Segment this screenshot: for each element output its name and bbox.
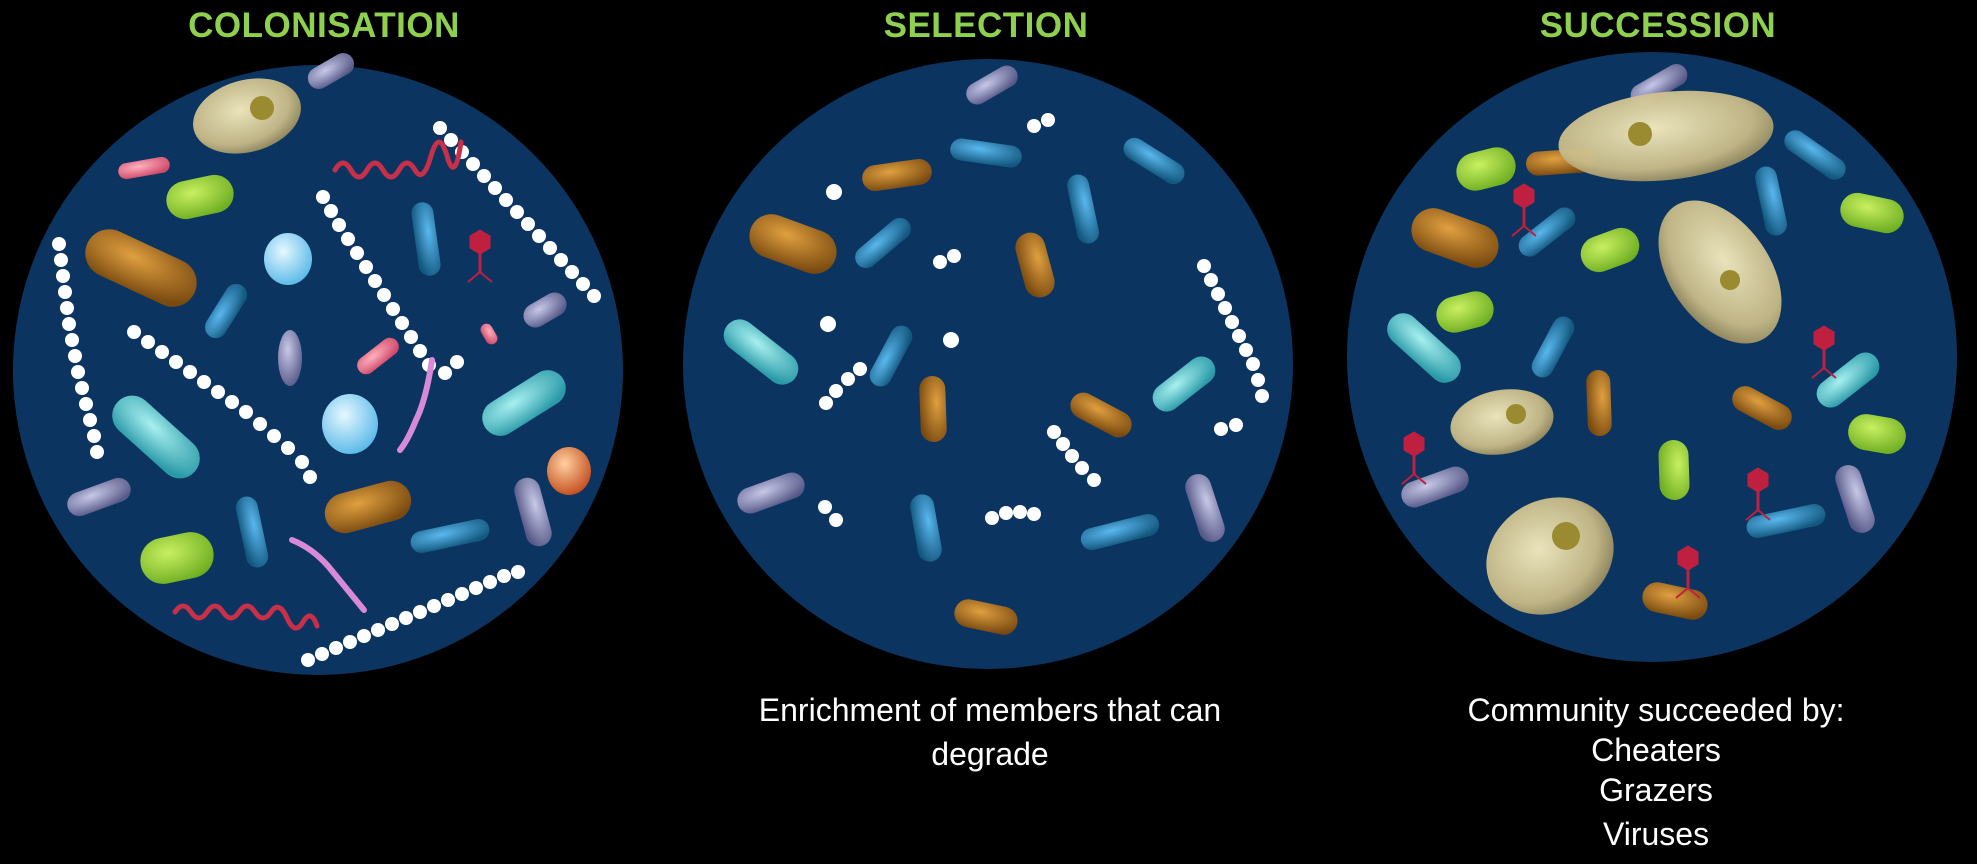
bacillus xyxy=(166,174,234,220)
spirillum xyxy=(172,603,320,631)
caption-line: degrade xyxy=(931,736,1049,772)
caption-line: Viruses xyxy=(1602,816,1710,852)
coccus-chain xyxy=(52,121,601,667)
spore xyxy=(547,447,591,495)
bacteriophage xyxy=(1811,325,1837,379)
bacillus xyxy=(1732,386,1792,430)
bacillus xyxy=(1387,313,1461,383)
caption-selection: Enrichment of members that can degrade xyxy=(680,690,1300,774)
bacillus xyxy=(1067,174,1099,244)
caption-line: Community succeeded by: xyxy=(1467,692,1845,728)
bacillus xyxy=(307,53,355,90)
coccus-chain xyxy=(818,113,1269,527)
bacillus xyxy=(1070,392,1132,438)
bacillus xyxy=(523,292,567,328)
protozoan xyxy=(1486,497,1614,615)
bacillus xyxy=(67,477,131,517)
bacillus xyxy=(1436,291,1494,333)
bacillus xyxy=(1123,137,1185,185)
bacteriophage xyxy=(1675,545,1701,599)
bacillus xyxy=(1518,207,1576,257)
bacillus xyxy=(950,138,1022,168)
bacillus xyxy=(954,599,1018,635)
caption-line: Enrichment of members that can xyxy=(758,692,1222,728)
bacillus xyxy=(855,217,911,269)
bacteriophage xyxy=(1745,467,1771,521)
bacillus xyxy=(118,156,170,180)
bacillus xyxy=(869,325,913,387)
bacillus xyxy=(1411,208,1499,268)
bacillus xyxy=(514,477,552,547)
bacillus xyxy=(1152,356,1216,412)
bacillus xyxy=(1755,166,1787,236)
bacillus xyxy=(749,214,837,274)
bacillus xyxy=(410,518,490,554)
bacillus xyxy=(480,323,498,345)
caption-line: Grazers xyxy=(1599,772,1713,808)
bacillus xyxy=(1835,465,1875,533)
coccus xyxy=(264,233,312,285)
protozoan xyxy=(1450,389,1554,455)
bacillus xyxy=(737,472,805,514)
bacillus xyxy=(1586,370,1612,436)
bacteriophage xyxy=(1401,431,1427,485)
coccus xyxy=(278,330,302,386)
bacillus xyxy=(1185,474,1225,542)
bacillus xyxy=(1784,130,1846,180)
bacillus xyxy=(411,202,441,276)
bacillus xyxy=(1746,503,1826,539)
dish-colonisation xyxy=(13,53,623,675)
bacillus xyxy=(1401,466,1469,508)
bacillus xyxy=(862,158,932,192)
bacillus xyxy=(1658,440,1690,500)
bacillus xyxy=(1840,192,1904,234)
bacillus xyxy=(482,370,566,436)
spirillum xyxy=(332,139,464,180)
bacillus xyxy=(324,480,412,534)
bacillus xyxy=(1456,147,1516,191)
title-colonisation: COLONISATION xyxy=(188,6,460,45)
bacillus xyxy=(910,494,942,562)
bacillus xyxy=(140,532,214,584)
title-succession: SUCCESSION xyxy=(1539,6,1777,45)
protozoan xyxy=(1658,200,1782,344)
spirillum xyxy=(397,357,435,453)
bacillus xyxy=(1015,232,1055,298)
dish-selection xyxy=(683,59,1293,669)
bacillus xyxy=(1080,513,1160,551)
protozoan xyxy=(1558,90,1774,182)
bacillus xyxy=(1848,414,1906,454)
bacteriophage xyxy=(467,229,493,283)
bacillus xyxy=(112,395,200,479)
bacteriophage xyxy=(1511,183,1537,237)
bacillus xyxy=(1531,316,1575,378)
bacillus xyxy=(235,496,269,568)
bacillus xyxy=(966,65,1018,105)
bacillus xyxy=(85,229,197,307)
title-selection: SELECTION xyxy=(883,6,1089,45)
protozoan xyxy=(193,78,301,154)
caption-line: Cheaters xyxy=(1591,732,1721,768)
spirillum xyxy=(289,537,367,613)
caption-succession: Community succeeded by: Cheaters Grazers… xyxy=(1346,690,1966,854)
bacillus xyxy=(204,283,248,339)
coccus xyxy=(322,394,378,454)
dish-succession xyxy=(1347,52,1957,662)
bacillus xyxy=(919,376,947,442)
bacillus xyxy=(1816,352,1880,408)
bacillus xyxy=(723,319,799,385)
bacillus xyxy=(1580,227,1640,273)
bacillus xyxy=(357,337,399,375)
